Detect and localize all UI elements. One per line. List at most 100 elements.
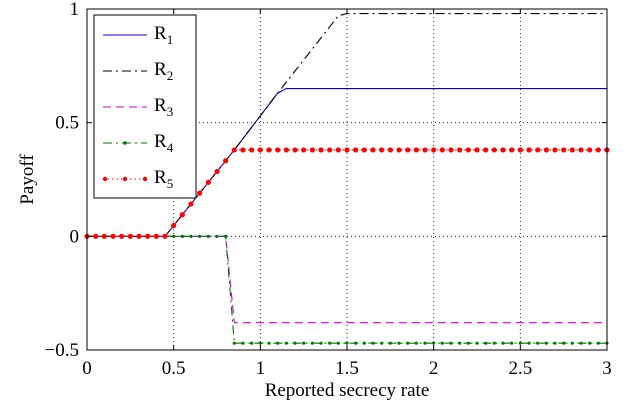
data-point — [214, 168, 220, 175]
data-point — [301, 147, 307, 153]
data-point — [527, 341, 531, 345]
data-point — [240, 147, 246, 153]
data-point — [370, 147, 376, 153]
data-point — [223, 158, 229, 164]
data-point — [250, 341, 254, 345]
data-point — [136, 233, 142, 239]
legend-label-subscript: 4 — [167, 140, 174, 155]
data-point — [457, 147, 463, 153]
legend-label-subscript: 1 — [167, 32, 174, 47]
data-point — [344, 147, 350, 153]
data-point — [388, 341, 392, 345]
data-point — [319, 341, 323, 345]
data-point — [172, 234, 176, 238]
data-point — [518, 341, 522, 345]
data-point — [553, 341, 557, 345]
data-point — [380, 341, 384, 345]
data-point — [180, 234, 184, 238]
data-point — [224, 234, 228, 238]
data-point — [353, 147, 359, 153]
data-point — [354, 341, 358, 345]
data-point — [422, 147, 428, 153]
data-point — [562, 341, 566, 345]
legend-swatch-marker — [123, 141, 127, 145]
data-point — [474, 147, 480, 153]
data-point — [179, 212, 185, 218]
legend-label-subscript: 2 — [167, 68, 174, 83]
data-point — [526, 147, 532, 153]
data-point — [448, 147, 454, 153]
data-point — [241, 341, 245, 345]
data-point — [595, 147, 601, 153]
data-point — [292, 147, 298, 153]
y-tick-label: −0.5 — [45, 340, 79, 361]
data-point — [517, 147, 523, 153]
data-point — [510, 341, 514, 345]
data-point — [93, 233, 99, 239]
data-point — [275, 147, 281, 153]
y-tick-label: 0.5 — [55, 113, 79, 134]
x-tick-label: 3 — [602, 358, 612, 379]
data-point — [328, 341, 332, 345]
x-tick-label: 2 — [429, 358, 439, 379]
data-point — [561, 147, 567, 153]
data-point — [449, 341, 453, 345]
data-point — [492, 341, 496, 345]
data-point — [127, 233, 133, 239]
data-point — [414, 341, 418, 345]
data-point — [336, 341, 340, 345]
data-point — [458, 341, 462, 345]
data-point — [206, 234, 210, 238]
x-tick-label: 1.5 — [335, 358, 359, 379]
data-point — [397, 341, 401, 345]
data-point — [543, 147, 549, 153]
x-tick-label: 0.5 — [162, 358, 186, 379]
series-line — [87, 235, 607, 344]
x-axis-label: Reported secrecy rate — [265, 380, 430, 401]
data-point — [188, 201, 194, 207]
data-point — [197, 190, 203, 196]
series-layer — [84, 12, 610, 345]
data-point — [570, 341, 574, 345]
data-point — [440, 341, 444, 345]
data-point — [110, 233, 116, 239]
data-point — [396, 147, 402, 153]
data-point — [596, 341, 600, 345]
data-point — [552, 147, 558, 153]
legend-label-subscript: 3 — [167, 104, 174, 119]
data-point — [569, 147, 575, 153]
data-point — [284, 341, 288, 345]
data-point — [276, 341, 280, 345]
data-point — [387, 147, 393, 153]
data-point — [302, 341, 306, 345]
legend-swatch-marker — [122, 176, 128, 182]
data-point — [249, 147, 255, 153]
data-point — [484, 341, 488, 345]
y-axis-label: Payoff — [17, 154, 38, 205]
data-point — [231, 147, 237, 153]
grid-layer — [87, 9, 607, 350]
data-point — [145, 233, 151, 239]
data-point — [491, 147, 497, 153]
data-point — [431, 147, 437, 153]
data-point — [232, 341, 236, 345]
data-point — [283, 147, 289, 153]
legend-swatch-marker — [102, 176, 108, 182]
data-point — [413, 147, 419, 153]
data-point — [405, 147, 411, 153]
data-point — [293, 341, 297, 345]
data-point — [536, 341, 540, 345]
data-point — [379, 147, 385, 153]
data-point — [587, 147, 593, 153]
data-point — [153, 233, 159, 239]
data-point — [501, 341, 505, 345]
data-point — [215, 234, 219, 238]
x-tick-label: 0 — [82, 358, 92, 379]
x-tick-label: 1 — [256, 358, 266, 379]
data-point — [439, 147, 445, 153]
y-tick-label: 1 — [70, 0, 80, 20]
legend-swatch-marker — [142, 176, 148, 182]
